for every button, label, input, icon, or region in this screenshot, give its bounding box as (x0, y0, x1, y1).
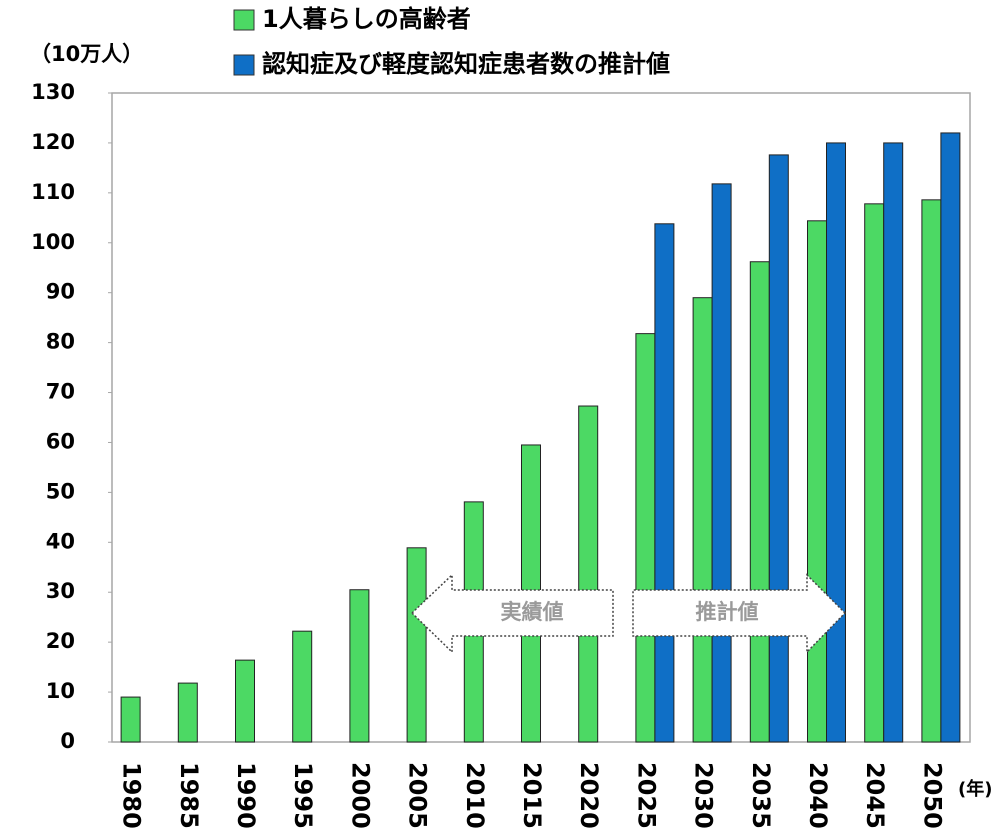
annotation: 推計値 (696, 600, 759, 624)
x-tick-label: 2050 (918, 762, 946, 829)
legend-label: 認知症及び軽度認知症患者数の推計値 (262, 50, 670, 78)
bar (120, 696, 141, 743)
x-tick-label: 1995 (289, 762, 317, 829)
y-tick-label: 10 (46, 679, 75, 703)
y-tick-label: 120 (31, 130, 75, 154)
x-tick-label: 2035 (747, 762, 775, 829)
y-tick-label: 0 (60, 729, 75, 753)
y-tick-label: 50 (46, 479, 75, 503)
y-tick-label: 80 (46, 330, 75, 354)
x-tick-label: 2010 (461, 762, 489, 829)
legend-swatch (233, 9, 255, 31)
y-tick-label: 40 (46, 529, 75, 553)
y-tick-label: 110 (31, 180, 75, 204)
x-tick-label: 2040 (804, 762, 832, 829)
bar (826, 142, 846, 743)
y-tick-label: 60 (46, 429, 75, 453)
bar (864, 203, 885, 743)
y-tick-label: 20 (46, 629, 75, 653)
bar (768, 154, 789, 743)
bar (635, 333, 656, 743)
bar (807, 220, 827, 743)
legend-swatch (233, 54, 255, 76)
x-axis-label: (年) (958, 778, 992, 800)
x-tick-label: 2045 (861, 762, 889, 829)
annotation-arrow (632, 573, 847, 654)
x-tick-label: 1990 (232, 762, 260, 829)
x-tick-label: 2020 (575, 762, 603, 829)
bar (749, 261, 770, 743)
bar (692, 297, 713, 743)
x-tick-label: 2005 (404, 762, 432, 829)
x-tick-label: 2025 (632, 762, 660, 829)
bar (711, 183, 732, 743)
bar (292, 630, 313, 743)
bar (654, 223, 675, 743)
bar (883, 142, 904, 743)
bar (921, 199, 942, 743)
bar (940, 132, 961, 743)
x-tick-label: 1980 (118, 762, 146, 829)
y-tick-label: 100 (31, 230, 75, 254)
bar (349, 589, 370, 743)
y-tick-label: 70 (46, 380, 75, 404)
bar (578, 405, 599, 743)
bar (235, 659, 255, 743)
x-tick-label: 2030 (690, 762, 718, 829)
legend-label: 1人暮らしの高齢者 (262, 5, 471, 33)
y-tick-label: 130 (31, 80, 75, 104)
annotation-arrow (410, 573, 614, 654)
x-tick-label: 2015 (518, 762, 546, 829)
bar (406, 547, 427, 743)
y-tick-label: 30 (46, 579, 75, 603)
annotation: 実績値 (501, 600, 564, 624)
y-axis-label: （10万人） (30, 42, 143, 66)
x-tick-label: 1985 (175, 762, 203, 829)
y-tick-label: 90 (46, 280, 75, 304)
bar (177, 682, 198, 743)
x-tick-label: 2000 (346, 762, 374, 829)
